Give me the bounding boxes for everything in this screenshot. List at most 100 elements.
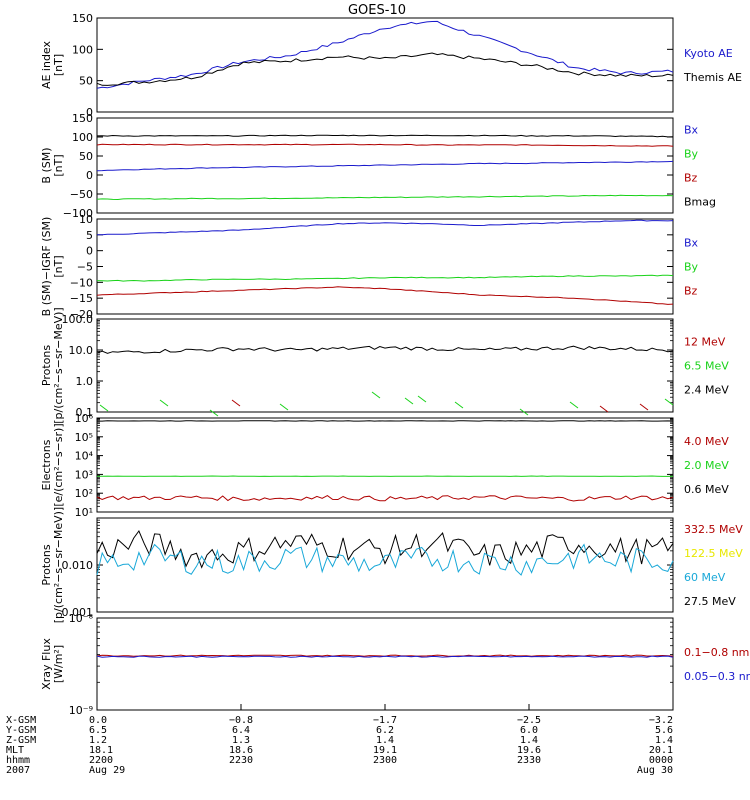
y-axis-label-bsm: B (SM)	[40, 147, 53, 183]
proton-fragment	[599, 405, 609, 413]
y-tick-label-electrons: 10²	[75, 487, 93, 500]
legend-protons_lo-2: 60 MeV	[684, 571, 726, 584]
panel-frame-protons_lo	[96, 517, 674, 613]
y-axis-label-protons_hi: Protons	[40, 345, 53, 386]
x-row-label: hhmm	[6, 755, 30, 766]
y-axis-label-bigrf: B (SM)−IGRF (SM)	[40, 217, 53, 317]
series-line-bigrf-0	[97, 219, 674, 236]
proton-fragment	[279, 403, 289, 411]
y-tick-label-bigrf: −5	[77, 261, 93, 274]
x-column-value: 6.5	[89, 725, 107, 736]
y-tick-label-electrons: 10⁴	[75, 450, 94, 463]
series-line-xray-1	[96, 655, 674, 658]
panel-frame-protons_hi	[96, 318, 674, 413]
y-tick-label-bsm: −100	[63, 207, 93, 220]
x-column-value: −1.7	[373, 715, 397, 726]
proton-fragment	[159, 399, 169, 407]
x-column-value: 1.4	[376, 735, 394, 746]
y-tick-label-protons_lo: 0.010	[62, 559, 94, 572]
proton-fragment	[664, 398, 674, 406]
x-row-label: Y-GSM	[6, 725, 36, 736]
y-tick-label-protons_hi: 0.1	[76, 406, 94, 419]
x-column-value: 19.1	[373, 745, 397, 756]
series-line-bigrf-1	[96, 274, 674, 282]
y-tick-label-bigrf: −15	[70, 292, 93, 305]
y-axis-label-xray: [W/m²]	[52, 645, 65, 683]
legend-protons_hi-0: 12 MeV	[684, 336, 726, 349]
x-column-value: −0.8	[229, 715, 253, 726]
y-tick-label-bsm: 0	[86, 169, 93, 182]
y-tick-label-bsm: −50	[70, 188, 93, 201]
x-row-label: X-GSM	[6, 715, 36, 726]
y-axis-label-bsm: [nT]	[52, 154, 65, 176]
x-column-value: Aug 30	[637, 765, 673, 776]
y-tick-label-electrons: 10³	[75, 468, 93, 481]
series-line-ae-1	[96, 52, 674, 86]
y-tick-label-bigrf: 10	[79, 213, 93, 226]
legend-xray-1: 0.05−0.3 nr	[684, 670, 750, 683]
legend-protons_lo-3: 27.5 MeV	[684, 595, 736, 608]
y-tick-label-ae: 0	[86, 106, 93, 119]
legend-bigrf-2: Bz	[684, 285, 698, 298]
legend-bsm-1: By	[684, 148, 699, 161]
x-row-label: MLT	[6, 745, 24, 756]
x-column-value: 19.6	[517, 745, 541, 756]
x-column-value: 1.4	[655, 735, 673, 746]
panel-frame-ae	[96, 17, 674, 113]
x-column-value: 2300	[373, 755, 397, 766]
y-tick-label-xray: 10⁻⁸	[69, 612, 94, 625]
x-column-value: 5.6	[655, 725, 673, 736]
plot-title: GOES-10	[348, 3, 406, 18]
x-column-value: 6.2	[376, 725, 394, 736]
panel-frame-electrons	[96, 417, 674, 513]
legend-electrons-0: 4.0 MeV	[684, 435, 729, 448]
x-column-value: 6.0	[520, 725, 538, 736]
legend-ae-1: Themis AE	[683, 71, 742, 84]
proton-fragment	[371, 391, 381, 399]
series-line-ae-0	[96, 20, 674, 89]
y-tick-label-bigrf: 0	[86, 245, 93, 258]
y-tick-label-electrons: 10¹	[75, 506, 93, 519]
panel-frame-bsm	[96, 117, 674, 214]
series-line-bsm-0	[96, 160, 674, 172]
series-line-bsm-1	[96, 194, 674, 201]
y-tick-label-bsm: 150	[72, 112, 93, 125]
x-column-value: 2230	[229, 755, 253, 766]
y-axis-label-electrons: [e/(cm²−s−sr)]	[52, 423, 65, 506]
x-column-value: 18.6	[229, 745, 253, 756]
y-tick-label-bigrf: 5	[86, 229, 93, 242]
y-tick-label-ae: 50	[79, 75, 93, 88]
legend-bsm-3: Bmag	[684, 196, 716, 209]
series-line-protons_lo-1	[96, 543, 674, 576]
series-line-bigrf-2	[96, 286, 674, 305]
y-axis-label-protons_lo: Protons	[40, 544, 53, 585]
series-line-protons_lo-0	[96, 529, 674, 569]
y-tick-label-ae: 100	[72, 43, 93, 56]
proton-fragment	[231, 399, 241, 407]
proton-fragment	[569, 401, 579, 409]
x-column-value: 2330	[517, 755, 541, 766]
legend-ae-0: Kyoto AE	[684, 47, 733, 60]
y-tick-label-electrons: 10⁶	[75, 412, 94, 425]
x-column-value: −3.2	[649, 715, 673, 726]
y-axis-label-ae: AE index	[40, 40, 53, 89]
x-column-value: 1.2	[89, 735, 107, 746]
legend-bigrf-1: By	[684, 261, 699, 274]
proton-fragment	[417, 395, 427, 403]
x-column-value: 20.1	[649, 745, 673, 756]
y-axis-label-protons_hi: [p/(cm²−s−sr−MeV)]	[52, 307, 65, 423]
x-column-value: Aug 29	[89, 765, 125, 776]
panel-frame-bigrf	[96, 218, 674, 315]
y-tick-label-electrons: 10⁵	[75, 431, 93, 444]
x-column-value: 18.1	[89, 745, 113, 756]
y-tick-label-bigrf: −20	[70, 308, 93, 321]
legend-bsm-2: Bz	[684, 172, 698, 185]
y-tick-label-protons_hi: 100.0	[62, 313, 94, 326]
x-column-value: −2.5	[517, 715, 541, 726]
x-column-value: 2200	[89, 755, 113, 766]
series-line-bsm-2	[96, 143, 674, 147]
x-column-value: 0.0	[89, 715, 107, 726]
legend-bigrf-0: Bx	[684, 237, 699, 250]
y-tick-label-bigrf: −10	[70, 276, 93, 289]
y-axis-label-electrons: Electrons	[40, 439, 53, 490]
